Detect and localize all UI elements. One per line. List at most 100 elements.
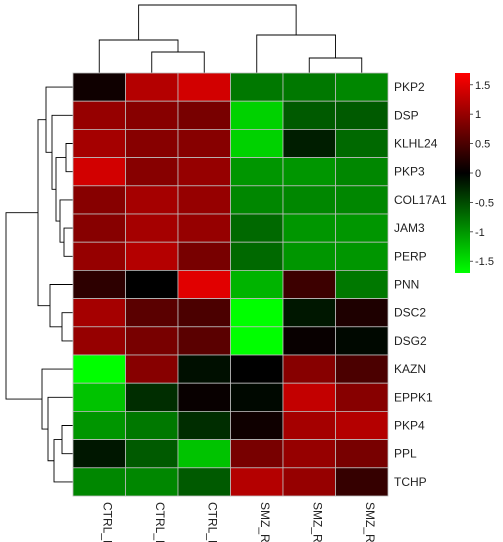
heatmap-cell xyxy=(125,354,179,384)
heatmap-cell xyxy=(282,100,336,130)
dendrogram-branch xyxy=(63,227,73,257)
dendrogram-branch xyxy=(5,212,42,400)
heatmap-cell xyxy=(282,467,336,497)
heatmap-cell xyxy=(282,128,336,158)
heatmap-cell xyxy=(72,354,126,384)
heatmap-cell xyxy=(282,382,336,412)
heatmap-cell xyxy=(72,439,126,469)
heatmap-cell xyxy=(335,157,389,187)
legend-tick-label: -1.5 xyxy=(475,256,494,268)
heatmap-cell xyxy=(72,382,126,412)
heatmap-cell xyxy=(230,354,284,384)
row-label-perp: PERP xyxy=(394,249,427,263)
heatmap-cell xyxy=(230,269,284,299)
heatmap-cell xyxy=(335,326,389,356)
legend-tick-label: 1.5 xyxy=(475,80,490,92)
heatmap-cell xyxy=(72,298,126,328)
heatmap-cell xyxy=(177,410,231,440)
column-label-smz_r2: SMZ_R2 xyxy=(310,502,324,542)
row-label-jam3: JAM3 xyxy=(394,221,425,235)
column-label-smz_r1: SMZ_R1 xyxy=(258,502,272,542)
legend-tick-label: -1 xyxy=(475,227,485,239)
dendrogram-branch xyxy=(49,284,73,328)
row-label-dsp: DSP xyxy=(394,108,419,122)
heatmap-cell xyxy=(282,185,336,215)
heatmap-cell xyxy=(282,269,336,299)
heatmap-cell xyxy=(177,72,231,102)
row-label-dsg2: DSG2 xyxy=(394,334,427,348)
heatmap-cell xyxy=(125,128,179,158)
heatmap-cell xyxy=(230,157,284,187)
legend-tick-label: -0.5 xyxy=(475,197,494,209)
row-label-pkp2: PKP2 xyxy=(394,80,425,94)
heatmap-cell xyxy=(177,326,231,356)
dendrogram-branch xyxy=(98,39,179,73)
heatmap-cell xyxy=(125,382,179,412)
heatmap-cell xyxy=(125,298,179,328)
row-label-klhl24: KLHL24 xyxy=(394,137,438,151)
heatmap-cell xyxy=(230,382,284,412)
row-label-tchp: TCHP xyxy=(394,475,427,489)
column-label-smz_r3: SMZ_R3 xyxy=(363,502,377,542)
row-label-kazn: KAZN xyxy=(394,362,426,376)
heatmap-cell xyxy=(230,439,284,469)
heatmap-cell xyxy=(230,241,284,271)
dendrogram-branch xyxy=(256,34,336,73)
heatmap-cell xyxy=(282,326,336,356)
heatmap-cell xyxy=(72,72,126,102)
heatmap-cell xyxy=(177,269,231,299)
heatmap-cell xyxy=(335,298,389,328)
dendrogram-branch xyxy=(53,439,73,483)
row-labels: PKP2 DSP KLHL24 PKP3 COL17A1 JAM3 PERP PNN DSC2 D… xyxy=(394,80,447,489)
row-label-pkp3: PKP3 xyxy=(394,165,425,179)
heatmap-cell xyxy=(282,439,336,469)
heatmap-cell xyxy=(282,157,336,187)
dendrogram-branch xyxy=(59,199,73,243)
heatmap-cell xyxy=(230,100,284,130)
heatmap-cell xyxy=(177,128,231,158)
dendrogram-branch xyxy=(37,119,50,307)
heatmap-cell xyxy=(282,241,336,271)
dendrogram-branch xyxy=(138,4,297,40)
column-label-ctrl_r2: CTRL_R2 xyxy=(205,502,219,542)
heatmap-cell xyxy=(230,467,284,497)
heatmap-cell xyxy=(177,241,231,271)
heatmap-cell xyxy=(125,410,179,440)
heatmap-cell xyxy=(125,439,179,469)
heatmap-cell xyxy=(177,213,231,243)
heatmap-cell xyxy=(335,439,389,469)
heatmap-cell xyxy=(230,185,284,215)
heatmap-cell xyxy=(335,100,389,130)
heatmap-cell xyxy=(177,354,231,384)
dendrogram-branch xyxy=(151,51,205,73)
heatmap-cell xyxy=(335,72,389,102)
heatmap-cell xyxy=(72,467,126,497)
heatmap-cell xyxy=(72,128,126,158)
dendrogram-branch xyxy=(61,425,73,455)
heatmap-cell xyxy=(335,354,389,384)
heatmap-cell xyxy=(335,467,389,497)
dendrogram-branch xyxy=(308,57,363,73)
heatmap-cell xyxy=(335,241,389,271)
row-label-eppk1: EPPK1 xyxy=(394,390,433,404)
heatmap-cell xyxy=(230,298,284,328)
dendrogram-branch xyxy=(55,157,66,222)
heatmap-cell xyxy=(72,100,126,130)
heatmap-cell xyxy=(125,326,179,356)
column-labels: CTRL_R3 CTRL_R1 CTRL_R2 SMZ_R1 SMZ_R2 SMZ_R3 xyxy=(100,502,377,542)
heatmap-cell xyxy=(177,100,231,130)
heatmap-cell xyxy=(72,326,126,356)
heatmap-cell xyxy=(125,185,179,215)
dendrogram-branch xyxy=(65,143,73,173)
heatmap-cell xyxy=(230,128,284,158)
heatmap-cell xyxy=(72,185,126,215)
dendrogram-branch xyxy=(61,312,73,342)
heatmap-cell xyxy=(177,382,231,412)
heatmap-cell xyxy=(125,72,179,102)
row-label-col17a1: COL17A1 xyxy=(394,193,447,207)
heatmap-cell xyxy=(125,241,179,271)
legend-ticks: 1.5 1 0.5 0 -0.5 -1 -1.5 xyxy=(470,80,494,268)
heatmap-cell xyxy=(282,354,336,384)
heatmap-cell xyxy=(72,410,126,440)
row-label-dsc2: DSC2 xyxy=(394,306,426,320)
